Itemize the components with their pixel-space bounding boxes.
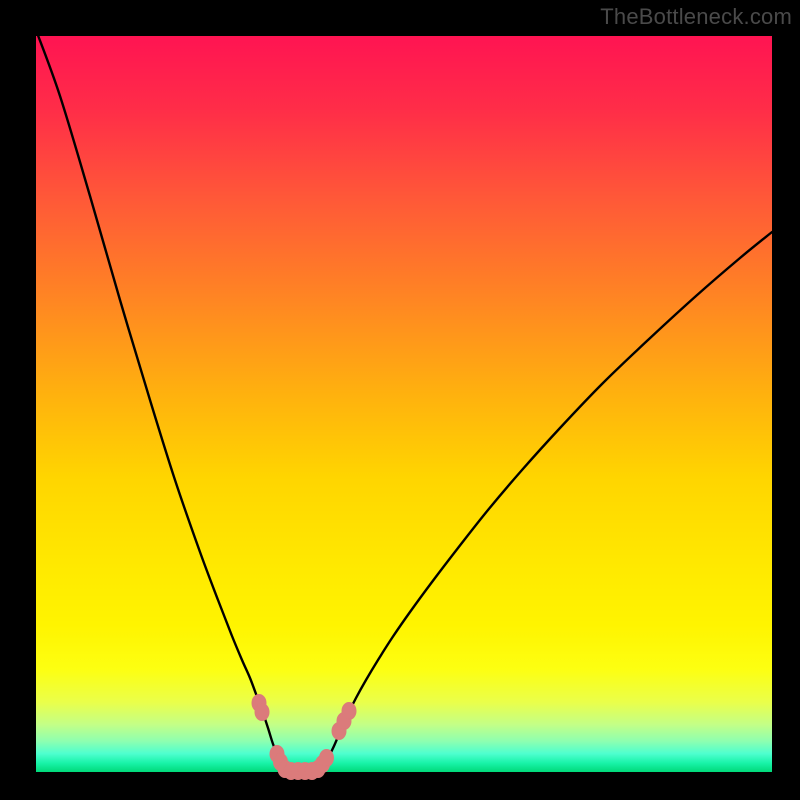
highlight-marker (320, 750, 334, 767)
watermark-text: TheBottleneck.com (600, 4, 792, 30)
bottleneck-chart (0, 0, 800, 800)
highlight-marker (255, 704, 269, 721)
highlight-marker (342, 703, 356, 720)
plot-gradient-background (36, 36, 772, 772)
